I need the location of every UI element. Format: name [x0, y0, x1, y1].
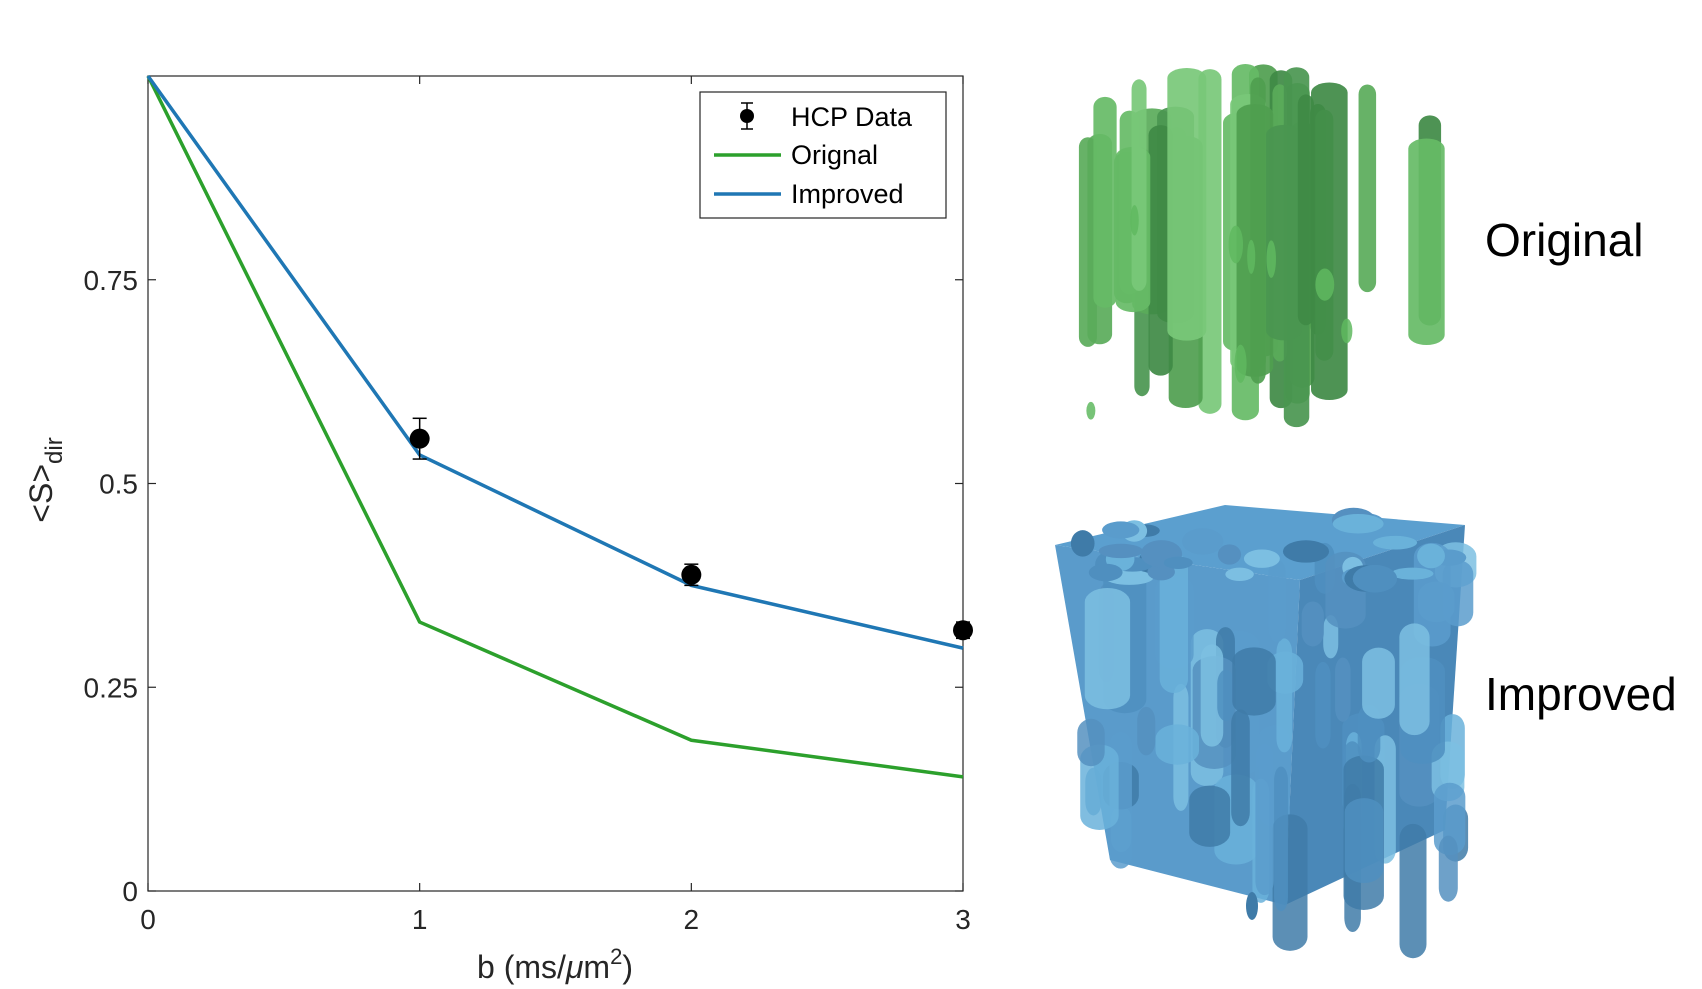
blue-fiber [1335, 657, 1351, 722]
blue-fiber [1362, 647, 1395, 719]
green-fragment [1130, 205, 1139, 236]
data-point-hcp-data [681, 564, 702, 585]
x-axis-label: b (ms/μm2) [477, 944, 633, 985]
blue-fiber [1232, 647, 1276, 716]
green-cylinder [1131, 79, 1147, 291]
x-tick-label: 0 [140, 904, 156, 935]
blue-fiber [1077, 718, 1105, 767]
green-cylinder [1148, 125, 1173, 376]
blue-fiber-top [1217, 544, 1242, 565]
blue-fiber [1399, 823, 1427, 959]
y-tick-label: 0.75 [84, 265, 139, 296]
blue-fiber-tip [1246, 892, 1258, 920]
blue-fiber [1315, 661, 1331, 749]
blue-fiber [1137, 706, 1156, 756]
green-fragment [1315, 268, 1335, 301]
green-fragment [1228, 225, 1244, 264]
improved-structure-image [1055, 505, 1477, 959]
blue-fiber-top [1182, 528, 1224, 555]
green-cylinder [1408, 138, 1445, 346]
blue-fiber [1159, 553, 1189, 694]
axis-ticks [147, 76, 964, 892]
blue-fiber-top [1352, 564, 1398, 593]
blue-fiber-top [1372, 535, 1418, 550]
series-lines [146, 74, 964, 779]
blue-fiber [1438, 835, 1458, 902]
legend-label-original: Orignal [791, 140, 878, 170]
blue-fiber-top [1163, 556, 1193, 569]
blue-fiber [1399, 623, 1430, 736]
blue-fiber [1255, 743, 1274, 896]
green-fragment [1247, 239, 1256, 274]
green-fragment [1266, 240, 1276, 278]
green-cylinder [1078, 137, 1097, 347]
legend-marker-hcp [740, 102, 754, 130]
legend-label-improved: Improved [791, 179, 904, 209]
data-point-hcp-data [953, 620, 973, 641]
x-tick-label: 1 [412, 904, 428, 935]
blue-fiber-top [1282, 540, 1330, 563]
blue-fiber-top [1070, 530, 1095, 557]
green-cylinder [1093, 96, 1117, 308]
blue-fiber [1200, 644, 1224, 747]
green-cylinder [1167, 67, 1207, 341]
blue-fiber [1189, 785, 1231, 847]
blue-fiber [1344, 798, 1384, 884]
blue-fiber [1231, 709, 1250, 827]
blue-fiber [1301, 601, 1324, 647]
green-cylinder [1250, 77, 1266, 384]
blue-fiber-top [1243, 549, 1280, 568]
green-fragment [1234, 344, 1247, 383]
green-cylinder [1297, 94, 1315, 326]
blue-fiber [1217, 669, 1235, 722]
legend-label-hcp: HCP Data [791, 102, 913, 132]
blue-fiber [1268, 559, 1286, 643]
series-line-orignal [146, 75, 964, 779]
blue-fiber-top [1417, 543, 1445, 569]
blue-fiber [1442, 560, 1474, 627]
blue-fiber [1274, 766, 1288, 912]
blue-fiber-top [1088, 563, 1123, 582]
y-tick-label: 0.5 [99, 469, 138, 500]
y-tick-label: 0.25 [84, 672, 139, 703]
render-improved: Improved [1055, 505, 1677, 959]
blue-fiber-top [1098, 543, 1143, 559]
tick-labels: 0 1 2 3 0 0.25 0.5 0.75 [84, 265, 971, 935]
green-fragment [1341, 318, 1353, 344]
y-tick-label: 0 [122, 876, 138, 907]
blue-fiber [1267, 651, 1304, 694]
x-tick-label: 3 [955, 904, 971, 935]
green-cylinder [1266, 124, 1302, 341]
blue-fiber-top [1391, 567, 1434, 580]
original-structure-image [1078, 64, 1445, 428]
blue-fiber-top [1147, 563, 1175, 581]
y-axis-label: <S>dir [23, 437, 68, 522]
green-cylinder [1358, 84, 1377, 293]
blue-fiber [1357, 704, 1381, 763]
green-cylinder [1311, 82, 1348, 401]
blue-fiber [1084, 587, 1131, 710]
x-tick-label: 2 [684, 904, 700, 935]
render-label-improved: Improved [1485, 668, 1677, 720]
blue-fiber [1155, 724, 1200, 765]
render-original: Original [1078, 64, 1644, 428]
green-fragment [1086, 401, 1096, 420]
blue-fiber [1433, 782, 1466, 856]
blue-fiber-top [1102, 521, 1140, 539]
data-points [409, 417, 973, 641]
data-point-hcp-data [409, 428, 430, 449]
series-line-improved [146, 74, 964, 650]
blue-fiber-top [1332, 514, 1384, 534]
blue-fiber-top [1225, 567, 1254, 581]
legend: HCP Data Orignal Improved [699, 91, 947, 219]
render-label-original: Original [1485, 214, 1644, 266]
